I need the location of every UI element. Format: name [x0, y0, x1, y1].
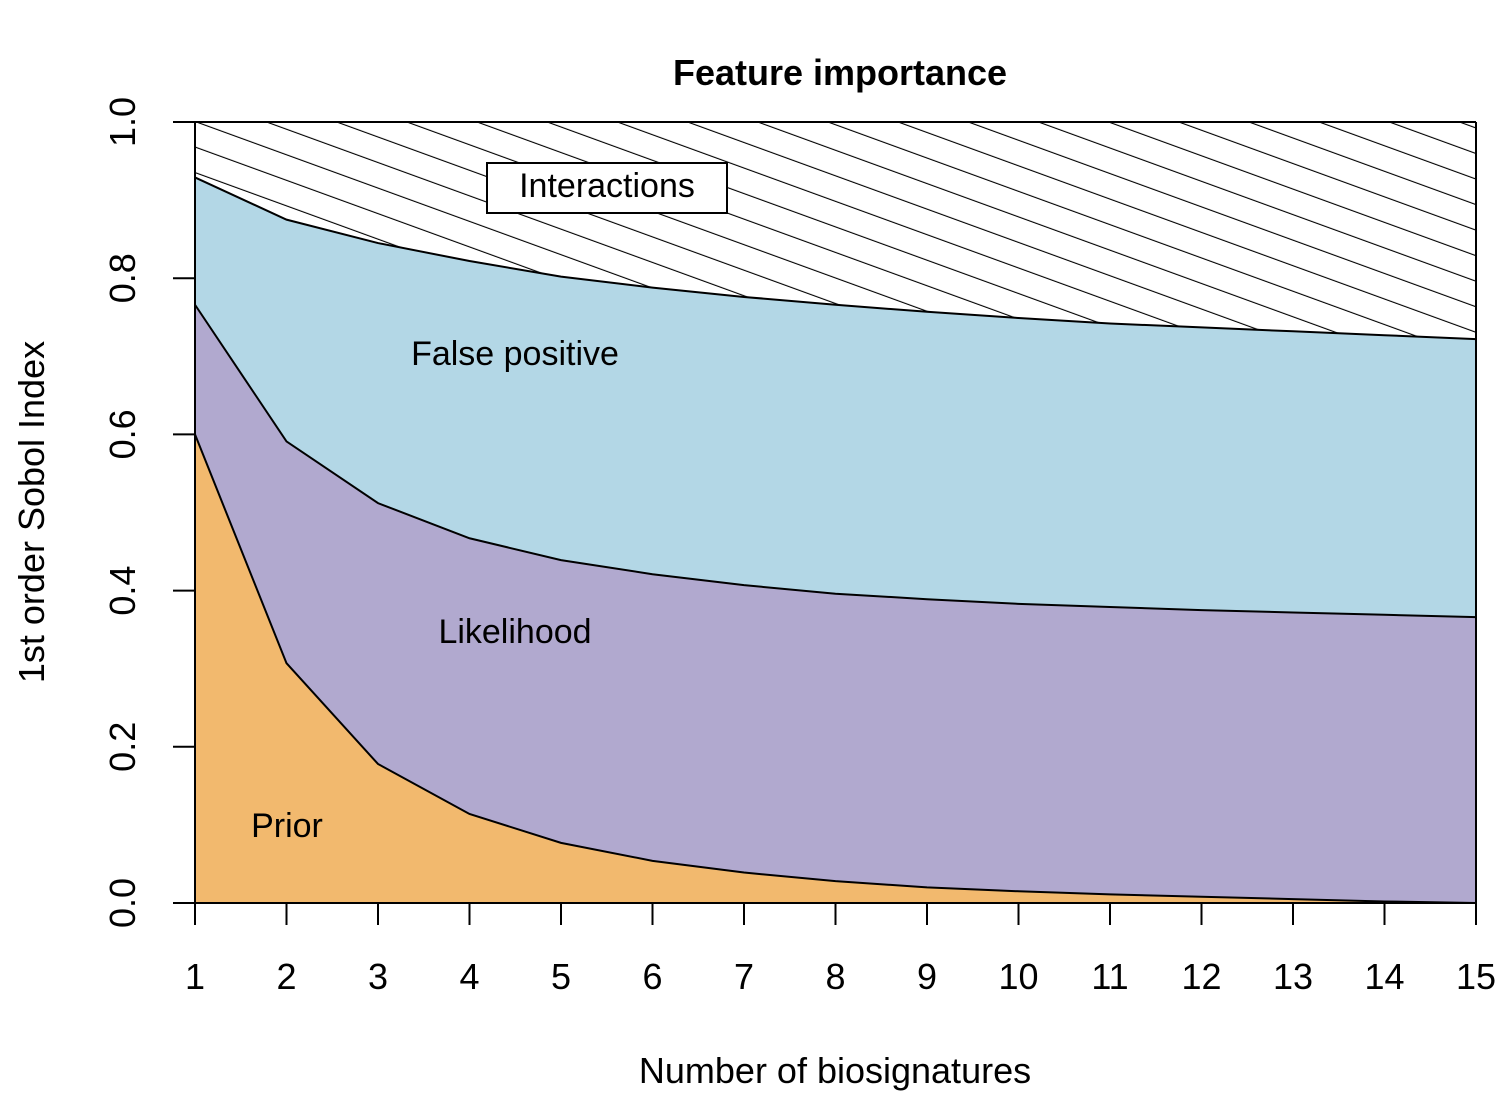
y-tick-label: 0.0 [102, 878, 143, 928]
x-tick-label: 8 [825, 956, 845, 997]
x-tick-label: 2 [276, 956, 296, 997]
y-tick-label: 0.2 [102, 722, 143, 772]
stacked-areas [195, 122, 1476, 903]
x-axis-title: Number of biosignatures [639, 1050, 1031, 1091]
area-labels: Prior Likelihood False positive Interaction… [251, 162, 728, 845]
boundary-likelihood [194, 304, 1477, 619]
x-tick-label: 15 [1456, 956, 1496, 997]
x-tick-label: 1 [185, 956, 205, 997]
plot-frame [194, 121, 1477, 903]
x-tick-label: 13 [1273, 956, 1313, 997]
chart-title: Feature importance [673, 52, 1007, 93]
x-tick-label: 6 [642, 956, 662, 997]
y-axis-title: 1st order Sobol Index [11, 341, 52, 683]
x-tick-label: 11 [1091, 956, 1128, 997]
x-tick-label: 3 [368, 956, 388, 997]
area-false-positive [195, 177, 1476, 618]
y-axis: 0.0 0.2 0.4 0.6 0.8 1.0 [102, 97, 195, 928]
x-tick-label: 9 [917, 956, 937, 997]
x-tick-label: 4 [459, 956, 479, 997]
y-tick-label: 0.4 [102, 566, 143, 616]
boundary-false-positive [194, 176, 1477, 341]
x-tick-label: 12 [1181, 956, 1221, 997]
x-tick-label: 7 [734, 956, 754, 997]
x-tick-label: 5 [551, 956, 571, 997]
label-box-interactions [486, 162, 728, 214]
boundary-prior [194, 434, 1477, 904]
area-likelihood [195, 304, 1476, 903]
label-false-positive: False positive [411, 335, 619, 373]
x-tick-label: 10 [998, 956, 1038, 997]
x-tick-label: 14 [1364, 956, 1404, 997]
label-likelihood: Likelihood [438, 613, 591, 651]
y-tick-label: 1.0 [102, 97, 143, 147]
label-interactions: Interactions [519, 167, 695, 205]
area-prior [195, 434, 1476, 903]
y-tick-label: 0.6 [102, 409, 143, 459]
series-boundaries [194, 176, 1477, 904]
label-prior: Prior [251, 807, 323, 845]
y-tick-label: 0.8 [102, 253, 143, 303]
x-axis: 1 2 3 4 5 6 7 8 9 10 11 12 13 14 15 [185, 902, 1496, 997]
